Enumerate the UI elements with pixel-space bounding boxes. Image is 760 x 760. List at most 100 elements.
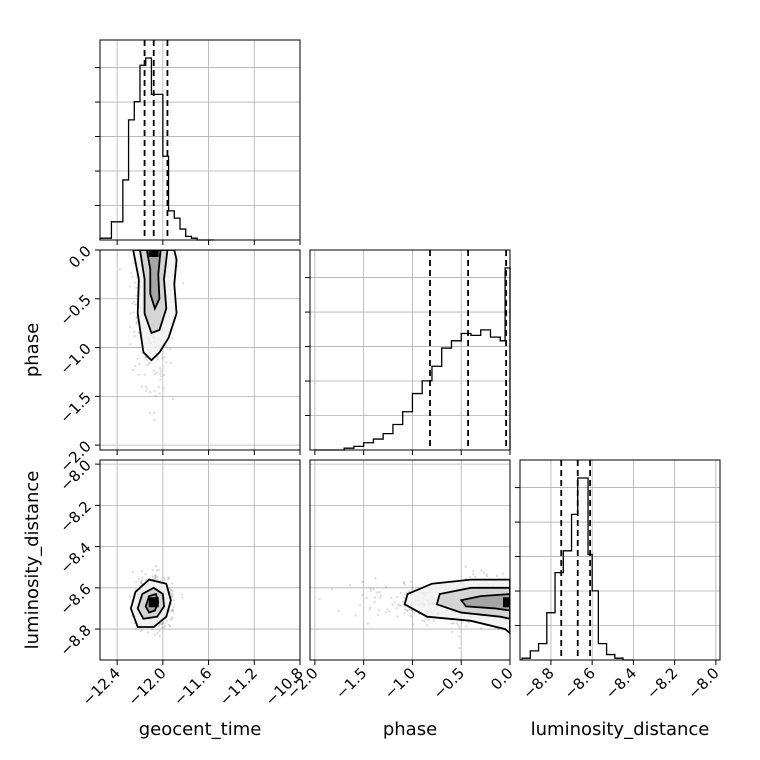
scatter-point (411, 587, 414, 590)
scatter-point (156, 358, 159, 361)
scatter-point (147, 631, 150, 634)
scatter-point (129, 343, 132, 346)
scatter-point (373, 596, 376, 599)
scatter-point (399, 604, 402, 607)
scatter-point (369, 589, 372, 592)
scatter-point (403, 596, 406, 599)
scatter-point (135, 322, 138, 325)
scatter-point (118, 268, 121, 271)
scatter-point (393, 601, 396, 604)
scatter-point (171, 397, 175, 401)
scatter-point (404, 608, 407, 611)
scatter-point (153, 418, 156, 422)
scatter-point (163, 356, 166, 359)
scatter-point (170, 595, 173, 599)
scatter-point (403, 593, 406, 596)
scatter-point (379, 594, 382, 597)
scatter-point (485, 573, 488, 576)
scatter-point (171, 337, 174, 340)
scatter-point (486, 574, 489, 578)
scatter-point (137, 331, 140, 334)
y-tick-label: −8.4 (56, 539, 94, 577)
scatter-point (153, 574, 157, 577)
scatter-point (158, 629, 161, 632)
scatter-point (144, 390, 148, 393)
scatter-point (361, 580, 364, 584)
scatter-point (153, 634, 157, 637)
scatter-point (426, 624, 429, 627)
histogram-step-geocent_time (99, 57, 215, 241)
histogram-step-luminosity_distance (521, 477, 634, 661)
scatter-point (158, 367, 162, 370)
scatter-point (154, 395, 157, 398)
scatter-point (410, 614, 413, 618)
scatter-point (402, 581, 405, 584)
panel-frame (309, 249, 511, 451)
contour-line (435, 586, 510, 620)
scatter-point (159, 372, 162, 375)
scatter-point (168, 625, 172, 628)
scatter-point (153, 411, 156, 414)
scatter-point (396, 615, 399, 618)
scatter-point (167, 576, 170, 579)
scatter-point (163, 373, 166, 377)
panel-content (118, 250, 185, 422)
scatter-point (144, 356, 147, 359)
scatter-point (153, 577, 156, 581)
y-tick-label: −1.5 (56, 388, 94, 426)
scatter-point (152, 369, 155, 372)
scatter-point (408, 608, 411, 611)
scatter-point (160, 622, 163, 625)
scatter-point (410, 609, 413, 612)
scatter-point (318, 597, 321, 601)
scatter-point (159, 378, 162, 381)
scatter-point (373, 601, 376, 604)
scatter-point (153, 372, 156, 376)
scatter-point (145, 387, 148, 390)
scatter-point (145, 358, 148, 361)
scatter-point (135, 286, 138, 290)
histogram-step-phase (314, 267, 511, 451)
scatter-point (144, 356, 147, 359)
scatter-point (162, 621, 165, 624)
scatter-point (149, 391, 152, 394)
scatter-point (458, 626, 461, 629)
scatter-point (140, 570, 143, 573)
scatter-point (137, 373, 140, 376)
scatter-point (139, 582, 142, 585)
scatter-point (169, 362, 172, 365)
y-tick-label: −1.0 (56, 340, 94, 378)
scatter-point (134, 303, 137, 306)
scatter-point (151, 628, 154, 631)
scatter-point (474, 575, 477, 579)
scatter-panel-geocent_time-vs-luminosity_distance: −8.8−8.6−8.4−8.2−8.0luminosity_distance−… (22, 456, 307, 740)
scatter-point (397, 603, 400, 606)
scatter-point (501, 572, 505, 575)
x-tick-label: −11.6 (170, 664, 215, 709)
scatter-point (155, 568, 158, 572)
scatter-point (141, 576, 144, 579)
scatter-point (154, 576, 157, 579)
scatter-point (331, 588, 334, 591)
scatter-point (132, 261, 135, 265)
histogram-panel-luminosity_distance: −8.8 −8.6 −8.4 −8.2 −8.0 luminosity_distance (515, 459, 723, 740)
scatter-point (133, 334, 136, 338)
scatter-point (366, 622, 370, 625)
x-axis-label-geocent_time: geocent_time (139, 719, 262, 740)
scatter-point (465, 625, 468, 628)
scatter-point (128, 325, 132, 328)
scatter-point (167, 623, 170, 626)
scatter-point (401, 600, 404, 603)
scatter-point (163, 626, 166, 629)
scatter-point (451, 630, 454, 634)
scatter-point (160, 623, 163, 626)
scatter-point (128, 285, 132, 288)
scatter-point (139, 629, 142, 632)
scatter-point (131, 302, 134, 305)
scatter-point (171, 595, 174, 598)
scatter-point (172, 611, 175, 614)
scatter-point (389, 597, 393, 600)
scatter-point (458, 635, 461, 638)
scatter-point (156, 631, 159, 635)
